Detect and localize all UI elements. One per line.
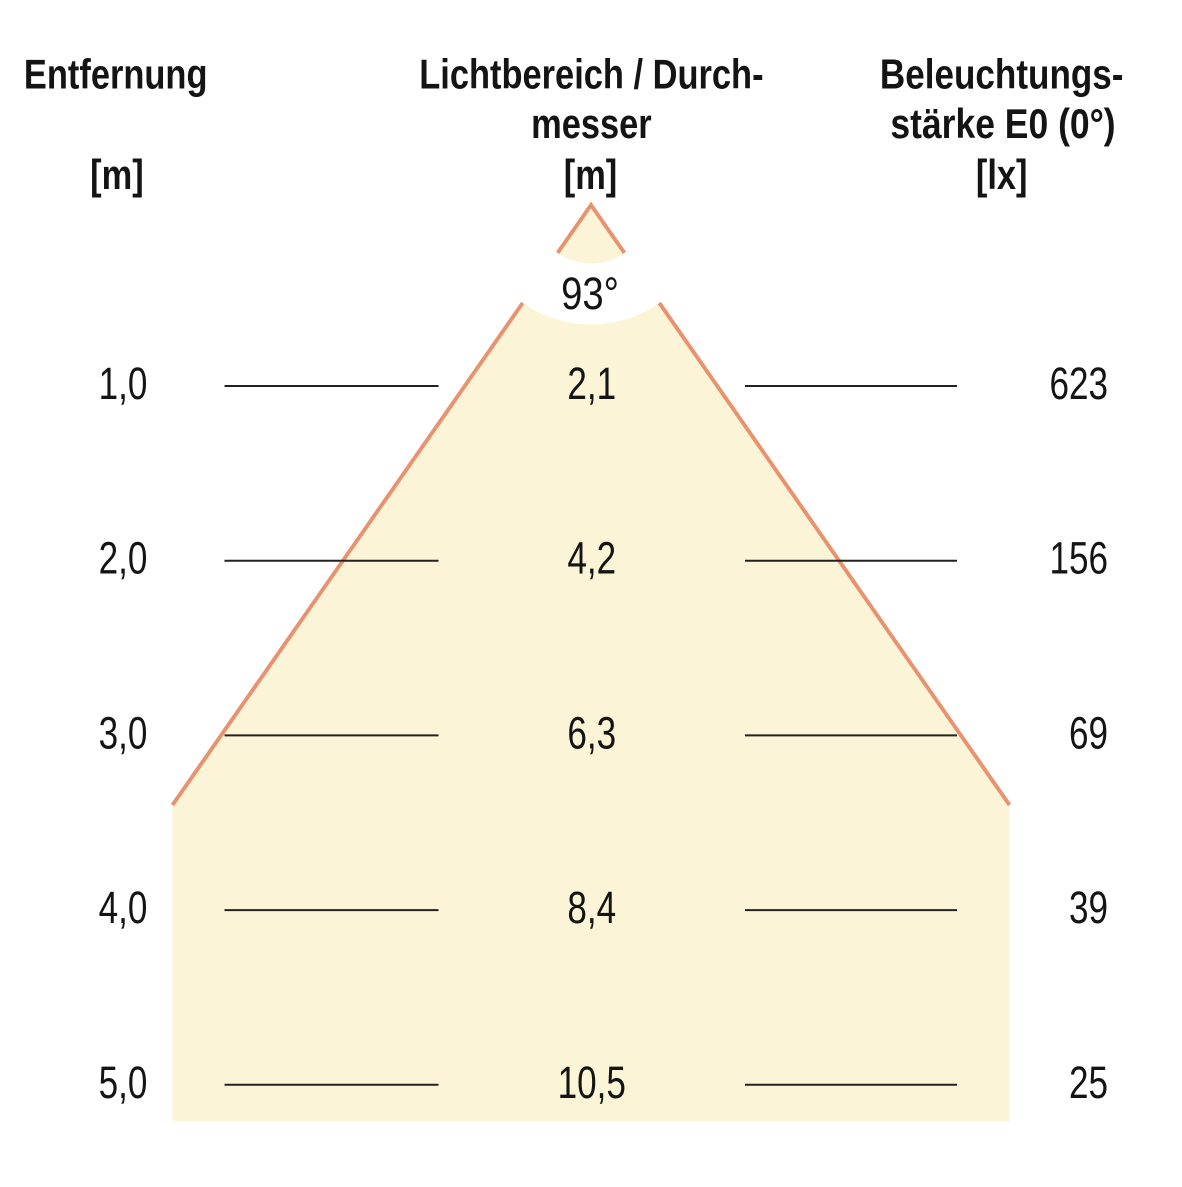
svg-text:156: 156: [1049, 532, 1108, 583]
svg-text:10,5: 10,5: [558, 1057, 626, 1108]
svg-text:6,3: 6,3: [567, 707, 616, 758]
svg-text:623: 623: [1049, 358, 1108, 409]
svg-text:4,0: 4,0: [99, 882, 148, 933]
svg-text:39: 39: [1069, 882, 1108, 933]
svg-text:8,4: 8,4: [567, 882, 616, 933]
svg-text:25: 25: [1069, 1057, 1108, 1108]
svg-text:4,2: 4,2: [567, 532, 616, 583]
svg-text:[m]: [m]: [564, 152, 618, 199]
svg-text:Beleuchtungs-: Beleuchtungs-: [880, 52, 1124, 99]
svg-text:stärke E0 (0°): stärke E0 (0°): [890, 101, 1115, 147]
svg-text:[lx]: [lx]: [976, 152, 1028, 199]
svg-text:3,0: 3,0: [99, 707, 148, 758]
svg-text:Lichtbereich / Durch-: Lichtbereich / Durch-: [419, 52, 763, 99]
svg-text:Entfernung: Entfernung: [24, 52, 208, 99]
svg-text:5,0: 5,0: [99, 1057, 148, 1108]
svg-text:[m]: [m]: [90, 152, 144, 199]
svg-text:2,1: 2,1: [567, 358, 616, 409]
svg-text:messer: messer: [531, 101, 652, 148]
svg-text:69: 69: [1069, 707, 1108, 758]
svg-text:93°: 93°: [561, 268, 619, 319]
svg-text:1,0: 1,0: [99, 358, 148, 409]
svg-text:2,0: 2,0: [99, 532, 148, 583]
